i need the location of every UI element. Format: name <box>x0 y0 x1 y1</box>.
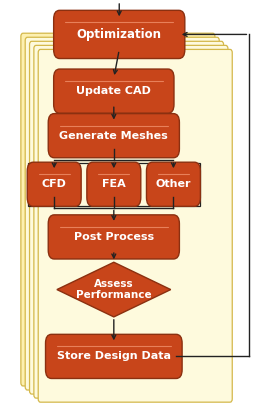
FancyBboxPatch shape <box>54 10 185 58</box>
FancyBboxPatch shape <box>25 37 219 390</box>
Text: CFD: CFD <box>42 179 67 189</box>
Text: Generate Meshes: Generate Meshes <box>59 131 168 141</box>
FancyBboxPatch shape <box>30 41 224 394</box>
Text: FEA: FEA <box>102 179 126 189</box>
FancyBboxPatch shape <box>34 45 228 398</box>
Text: Store Design Data: Store Design Data <box>57 352 171 361</box>
FancyBboxPatch shape <box>48 113 179 158</box>
Text: Assess
Performance: Assess Performance <box>76 279 152 301</box>
FancyBboxPatch shape <box>87 162 141 206</box>
FancyBboxPatch shape <box>54 69 174 113</box>
Text: Update CAD: Update CAD <box>76 86 151 96</box>
FancyBboxPatch shape <box>27 162 81 206</box>
FancyBboxPatch shape <box>21 33 215 386</box>
FancyBboxPatch shape <box>46 335 182 378</box>
Text: Other: Other <box>156 179 191 189</box>
Bar <box>28 163 200 206</box>
Text: Post Process: Post Process <box>74 232 154 242</box>
Polygon shape <box>57 262 171 317</box>
FancyBboxPatch shape <box>146 162 201 206</box>
FancyBboxPatch shape <box>38 49 232 402</box>
Text: Optimization: Optimization <box>77 28 162 41</box>
FancyBboxPatch shape <box>48 215 179 259</box>
